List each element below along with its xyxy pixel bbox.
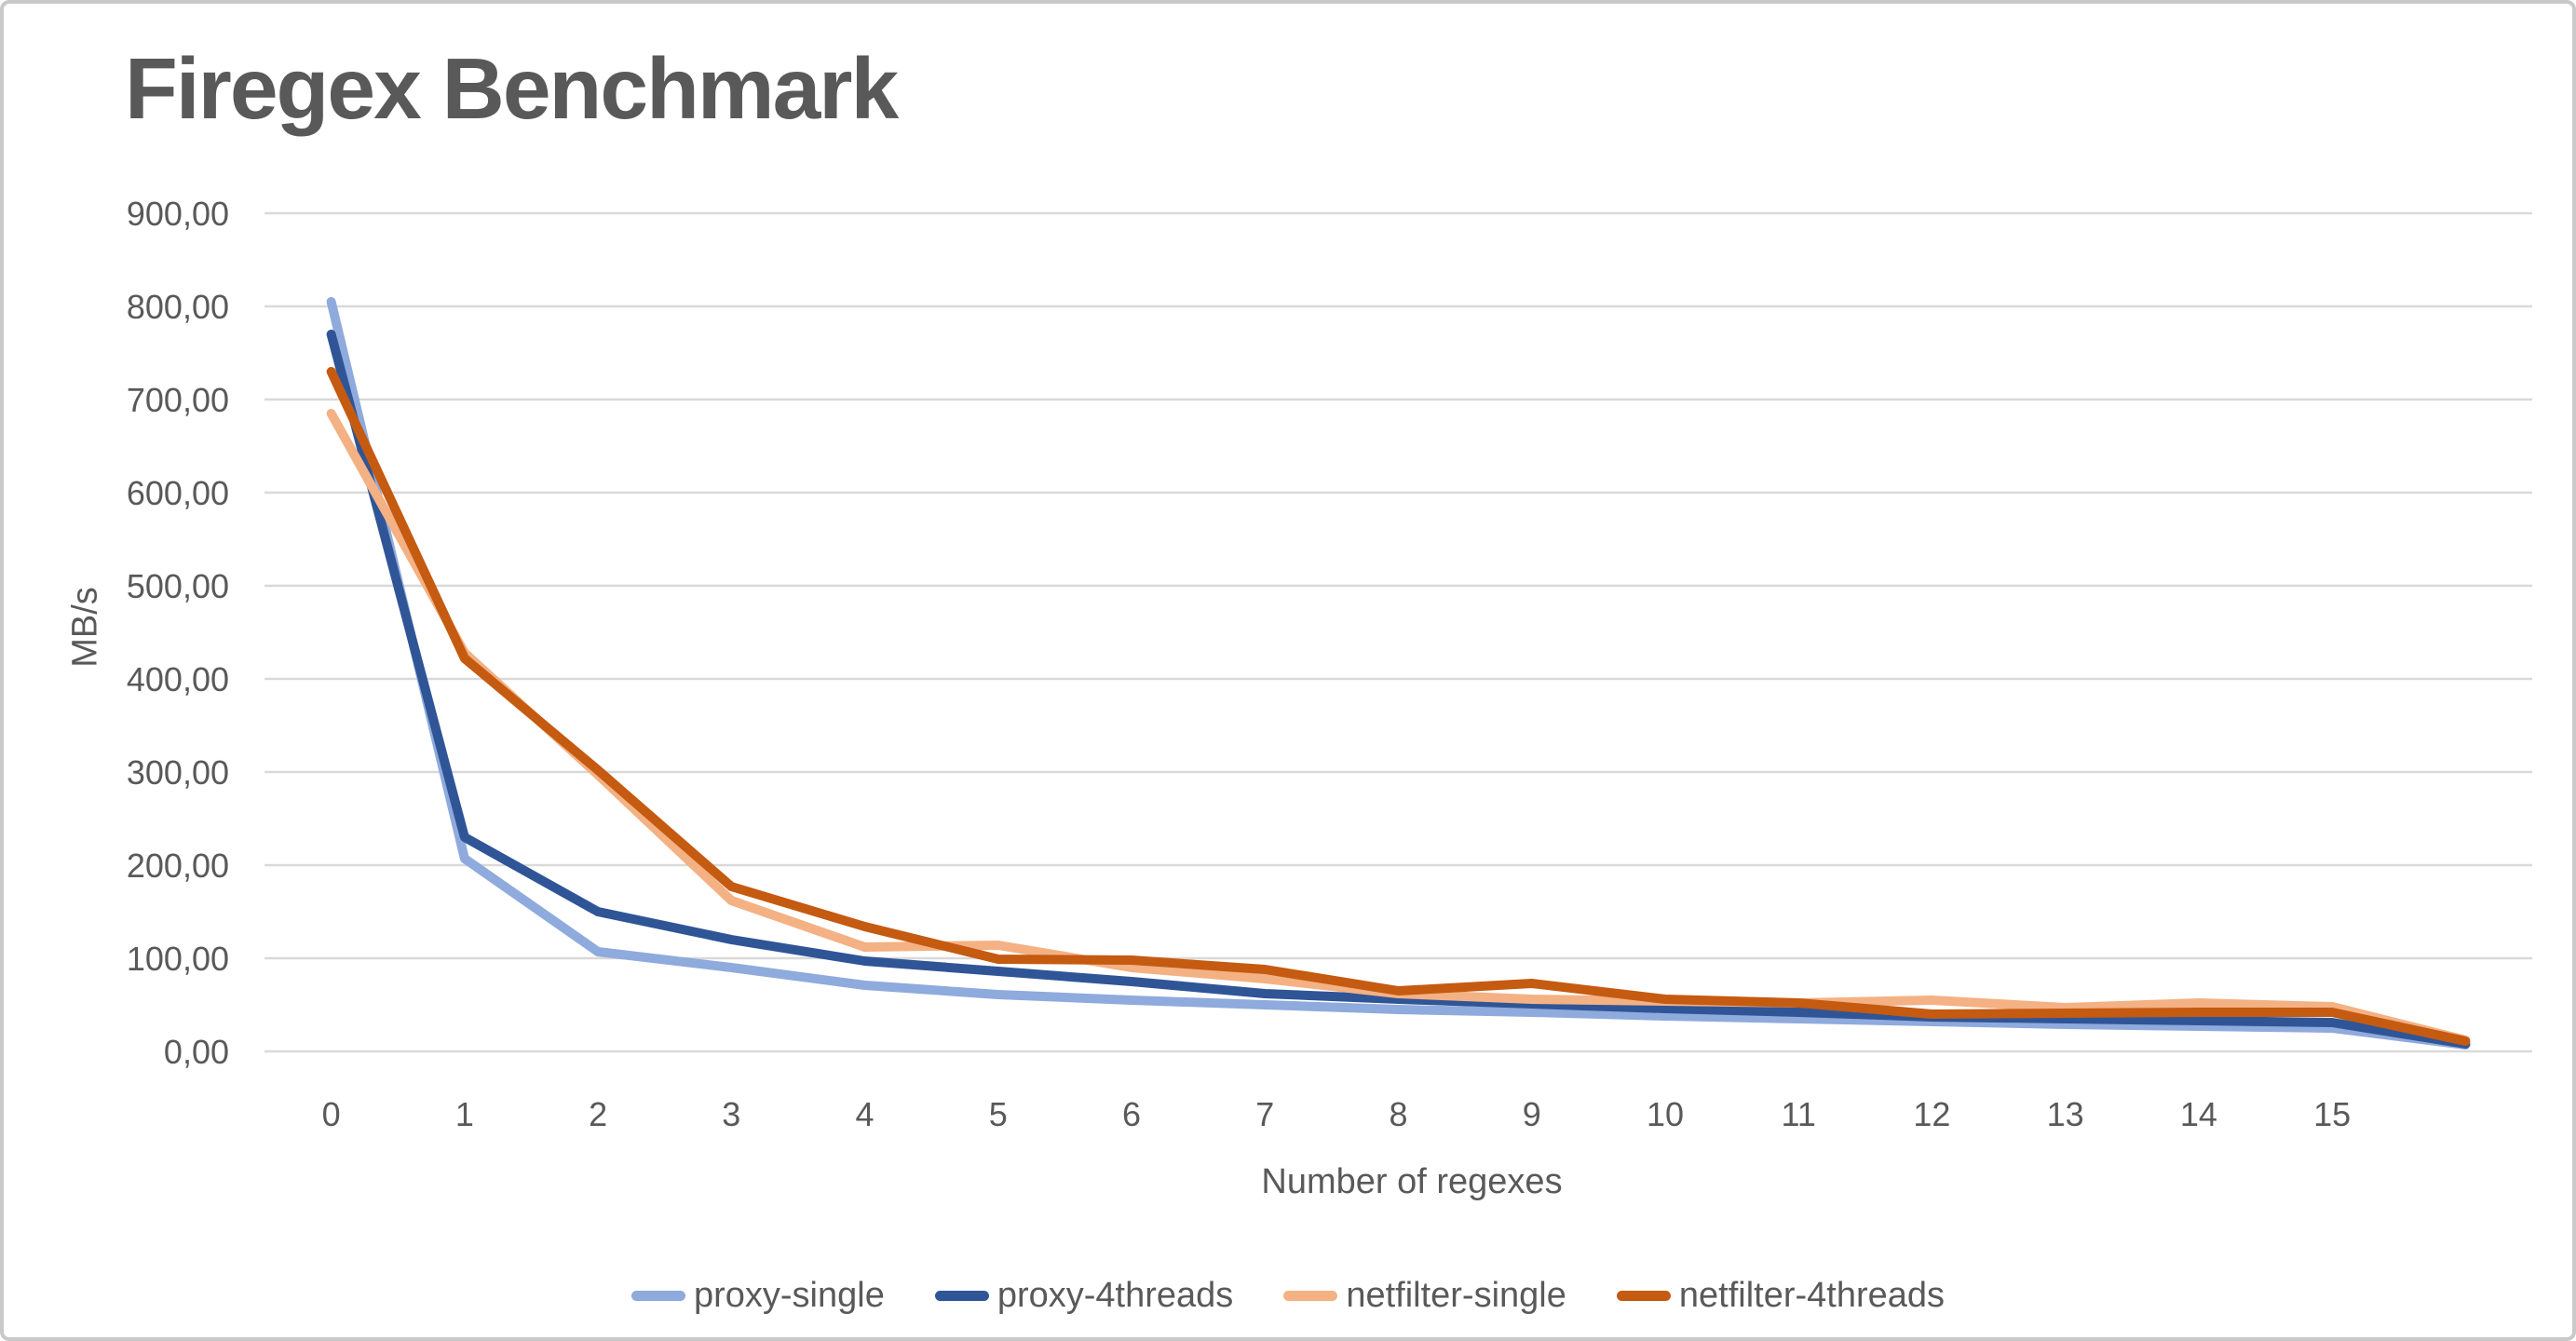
x-tick-label: 6 [1122,1095,1141,1133]
x-tick-label: 8 [1389,1095,1407,1133]
y-tick-label: 600,00 [127,474,229,512]
y-tick-label: 900,00 [127,195,229,233]
legend-item-netfilter-4threads: netfilter-4threads [1616,1276,1946,1316]
x-tick-label: 1 [455,1095,474,1133]
legend-swatch-proxy-4threads [934,1291,989,1301]
series-line-netfilter-4threads [326,367,2471,1046]
series-line-proxy-4threads [326,330,2471,1049]
y-axis-title: MB/s [65,587,105,668]
legend-item-proxy-single: proxy-single [630,1276,885,1316]
plot-svg: 0,00 100,00 200,00 300,00 400,00 500,00 600,00… [127,195,2532,1133]
x-axis-title: Number of regexes [1261,1162,1563,1201]
x-tick-label: 4 [856,1095,874,1133]
legend-label: proxy-4threads [997,1276,1234,1315]
x-tick-label: 0 [322,1095,341,1133]
y-tick-label: 800,00 [127,288,229,326]
y-tick-label: 700,00 [127,381,229,419]
legend-swatch-netfilter-single [1283,1291,1338,1301]
legend-item-netfilter-single: netfilter-single [1283,1276,1566,1316]
legend-swatch-netfilter-4threads [1616,1291,1671,1301]
legend-swatch-proxy-single [630,1291,685,1301]
x-tick-label: 2 [589,1095,607,1133]
legend-label: netfilter-4threads [1678,1276,1946,1315]
legend-item-proxy-4threads: proxy-4threads [934,1276,1234,1316]
y-tick-label: 100,00 [127,940,229,978]
series-line-proxy-single [326,297,2471,1050]
legend: proxy-single proxy-4threads netfilter-sing… [4,1276,2572,1316]
y-tick-label: 300,00 [127,753,229,792]
y-tick-label: 200,00 [127,847,229,885]
y-tick-label: 500,00 [127,567,229,605]
chart-title: Firegex Benchmark [125,40,899,137]
x-tick-label: 11 [1782,1095,1816,1133]
legend-label: proxy-single [693,1276,885,1315]
series-line-netfilter-single [326,409,2471,1045]
x-tick-label: 14 [2180,1095,2217,1133]
x-tick-label: 12 [1913,1095,1950,1133]
x-tick-label: 15 [2313,1095,2351,1133]
x-tick-label: 7 [1255,1095,1274,1133]
x-tick-label: 9 [1523,1095,1541,1133]
x-tick-label: 5 [989,1095,1008,1133]
x-tick-label: 3 [722,1095,740,1133]
x-tick-label: 10 [1647,1095,1684,1133]
y-tick-label: 400,00 [127,660,229,698]
y-tick-label: 0,00 [164,1033,229,1071]
x-tick-label: 13 [2047,1095,2084,1133]
legend-label: netfilter-single [1346,1276,1566,1315]
